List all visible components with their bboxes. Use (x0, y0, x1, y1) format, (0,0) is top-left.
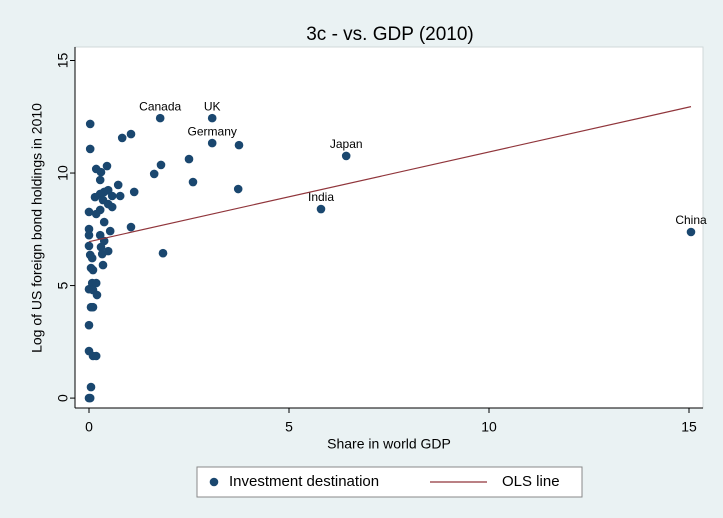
point (88, 265, 98, 275)
point (88, 302, 98, 312)
point (86, 382, 96, 392)
point-label: China (675, 213, 707, 227)
point-label: India (308, 190, 334, 204)
point (91, 351, 101, 361)
point (316, 204, 326, 214)
point (84, 393, 94, 403)
point (113, 180, 123, 190)
plot-area (74, 46, 704, 409)
y-tick-label: 10 (55, 165, 71, 181)
point (102, 161, 112, 171)
point (129, 187, 139, 197)
point (84, 230, 94, 240)
point (341, 151, 351, 161)
point (126, 222, 136, 232)
point (91, 278, 101, 288)
point (188, 177, 198, 187)
point (96, 242, 106, 252)
point (158, 248, 168, 258)
point-label: Germany (188, 124, 237, 138)
point (99, 217, 109, 227)
point (126, 129, 136, 139)
point (234, 140, 244, 150)
y-tick-label: 15 (55, 53, 71, 69)
point (103, 246, 113, 256)
point (233, 184, 243, 194)
point-label: Canada (139, 99, 181, 113)
point (91, 209, 101, 219)
point (90, 192, 100, 202)
point-label: Japan (330, 137, 363, 151)
x-tick-label: 5 (285, 419, 293, 435)
point (207, 138, 217, 148)
point (92, 290, 102, 300)
point (155, 113, 165, 123)
point-label: UK (204, 99, 221, 113)
point (107, 202, 117, 212)
chart-title: 3c - vs. GDP (2010) (306, 24, 474, 45)
ols-line (88, 106, 692, 243)
y-tick-label: 0 (55, 394, 71, 402)
point (85, 144, 95, 154)
point (95, 175, 105, 185)
x-tick-label: 15 (681, 419, 697, 435)
point (149, 169, 159, 179)
point (84, 241, 94, 251)
point (84, 320, 94, 330)
x-axis-label: Share in world GDP (327, 436, 451, 452)
point (105, 226, 115, 236)
point (107, 191, 117, 201)
point (207, 113, 217, 123)
x-tick-label: 10 (481, 419, 497, 435)
point (686, 227, 696, 237)
point (87, 253, 97, 263)
legend-label: OLS line (502, 473, 560, 490)
point (84, 207, 94, 217)
y-axis-label: Log of US foreign bond holdings in 2010 (29, 103, 45, 353)
point (96, 167, 106, 177)
legend-label: Investment destination (229, 473, 379, 490)
point (84, 224, 94, 234)
point (115, 191, 125, 201)
point (117, 133, 127, 143)
y-tick-label: 5 (55, 281, 71, 289)
legend (196, 466, 583, 498)
x-tick-label: 0 (85, 419, 93, 435)
point (85, 119, 95, 129)
legend-marker (209, 477, 219, 487)
point (156, 160, 166, 170)
point (184, 154, 194, 164)
point (98, 260, 108, 270)
